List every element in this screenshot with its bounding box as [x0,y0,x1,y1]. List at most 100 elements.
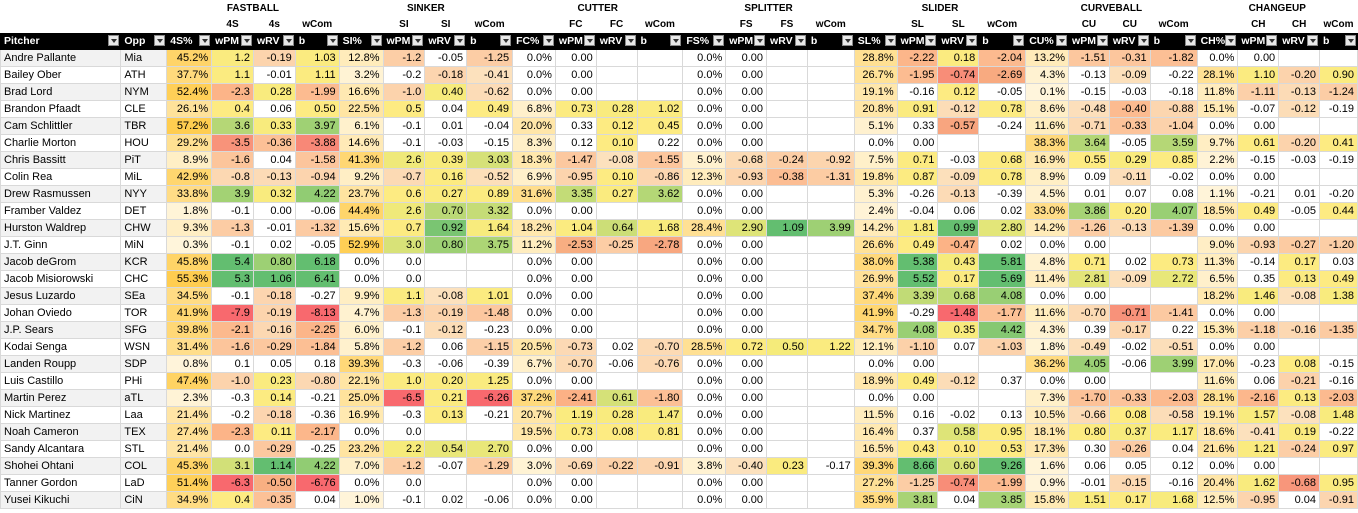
wrv-cell[interactable]: -0.38 [766,168,808,186]
wrv-cell[interactable]: -0.31 [1108,49,1151,67]
usage-pct-cell[interactable]: 0.0% [338,253,384,271]
wcomb-cell[interactable]: -2.78 [636,236,684,254]
usage-pct-cell[interactable]: 15.8% [1025,491,1070,509]
wcomb-cell[interactable]: -2.69 [978,66,1027,84]
wpm-cell[interactable]: 0.00 [896,134,939,152]
wcomb-cell[interactable]: 4.22 [294,457,340,475]
wcomb-cell[interactable]: 0.02 [978,202,1027,220]
wpm-cell[interactable]: 0.33 [554,117,597,135]
filter-dropdown-icon[interactable] [454,35,466,46]
wcomb-cell[interactable] [636,321,684,339]
wpm-cell[interactable]: 0.00 [1237,457,1280,475]
wcomb-cell[interactable]: -1.55 [636,151,684,169]
wrv-cell[interactable]: -0.03 [424,134,468,152]
usage-pct-cell[interactable]: 0.0% [682,185,727,203]
wrv-cell[interactable]: 0.10 [937,440,980,458]
wrv-cell[interactable]: 0.39 [424,151,468,169]
wpm-cell[interactable]: 2.81 [1068,270,1110,288]
wpm-cell[interactable]: 0.5 [382,100,426,118]
wcomb-cell[interactable]: -0.05 [978,83,1027,101]
usage-pct-cell[interactable]: 0.0% [1025,287,1070,305]
opp-cell[interactable]: Mia [120,49,168,67]
wcomb-cell[interactable]: -1.03 [978,338,1027,356]
wcomb-cell[interactable] [636,372,684,390]
wpm-cell[interactable]: 0.00 [554,491,597,509]
wrv-cell[interactable]: 0.08 [595,423,638,441]
wpm-cell[interactable]: 0.00 [1237,49,1280,67]
wcomb-cell[interactable] [636,253,684,271]
wpm-cell[interactable]: -0.07 [1237,100,1280,118]
wcomb-cell[interactable] [636,440,684,458]
wrv-cell[interactable]: 0.99 [937,219,980,237]
wrv-cell[interactable]: -0.09 [937,168,980,186]
wrv-cell[interactable]: -0.50 [252,474,296,492]
opp-cell[interactable]: TEX [120,423,168,441]
usage-pct-cell[interactable]: 11.3% [1196,253,1239,271]
wpm-cell[interactable]: 1.57 [1237,406,1280,424]
wpm-cell[interactable]: -0.7 [382,168,426,186]
usage-pct-cell[interactable]: 0.0% [682,49,727,67]
wpm-cell[interactable]: -0.01 [1068,474,1110,492]
wpm-cell[interactable]: -0.3 [382,406,426,424]
wpm-cell[interactable]: -1.47 [554,151,597,169]
wrv-cell[interactable] [766,253,808,271]
filter-dropdown-icon[interactable] [1137,35,1149,46]
wpm-cell[interactable]: -1.3 [382,304,426,322]
wpm-cell[interactable]: 0.00 [1068,236,1110,254]
wcomb-cell[interactable]: 0.78 [978,100,1027,118]
usage-pct-cell[interactable]: 22.5% [338,100,384,118]
wcomb-cell[interactable]: 3.62 [636,185,684,203]
wcomb-cell[interactable]: 5.81 [978,253,1027,271]
wrv-cell[interactable]: -0.20 [1278,66,1320,84]
wrv-cell[interactable]: 0.58 [937,423,980,441]
wpm-cell[interactable]: 0.87 [896,168,939,186]
wcomb-cell[interactable]: 0.04 [294,491,340,509]
usage-pct-cell[interactable]: 21.6% [1196,440,1239,458]
usage-pct-cell[interactable]: 4.3% [1025,321,1070,339]
wcomb-cell[interactable]: -1.80 [636,389,684,407]
wcomb-cell[interactable]: -0.15 [466,134,514,152]
wpm-cell[interactable]: -1.0 [211,372,254,390]
wcomb-cell[interactable]: -0.04 [466,117,514,135]
wpm-cell[interactable]: 0.91 [896,100,939,118]
wrv-cell[interactable]: 0.13 [1278,389,1320,407]
wpm-cell[interactable]: -0.14 [1237,253,1280,271]
wcomb-cell[interactable] [636,49,684,67]
usage-pct-cell[interactable]: 20.4% [1196,474,1239,492]
wpm-cell[interactable]: 0.00 [725,83,768,101]
wcomb-cell[interactable]: 0.73 [1149,253,1198,271]
opp-cell[interactable]: Laa [120,406,168,424]
wpm-cell[interactable]: -0.15 [1068,83,1110,101]
wcomb-cell[interactable]: 0.22 [636,134,684,152]
wpm-cell[interactable]: -0.2 [211,406,254,424]
usage-pct-cell[interactable]: 0.0% [682,406,727,424]
wpm-cell[interactable]: 0.00 [725,270,768,288]
filter-dropdown-icon[interactable] [1056,35,1068,46]
wrv-cell[interactable]: -0.13 [1278,83,1320,101]
usage-pct-cell[interactable]: 29.2% [166,134,213,152]
pitcher-cell[interactable]: Framber Valdez [0,202,122,220]
pitcher-cell[interactable]: J.T. Ginn [0,236,122,254]
wpm-cell[interactable]: 0.12 [554,134,597,152]
wrv-cell[interactable]: -0.19 [252,304,296,322]
wpm-cell[interactable]: -0.70 [554,355,597,373]
wrv-cell[interactable]: -0.18 [252,287,296,305]
usage-pct-cell[interactable]: 38.0% [853,253,898,271]
wcomb-cell[interactable]: -6.26 [466,389,514,407]
usage-pct-cell[interactable]: 8.3% [512,134,556,152]
wcomb-cell[interactable]: -0.18 [1149,83,1198,101]
usage-pct-cell[interactable]: 0.0% [682,253,727,271]
wpm-cell[interactable]: -1.6 [211,151,254,169]
usage-pct-cell[interactable]: 18.2% [1196,287,1239,305]
wrv-cell[interactable]: 0.08 [1278,355,1320,373]
usage-pct-cell[interactable]: 20.8% [853,100,898,118]
wcomb-cell[interactable]: -8.13 [294,304,340,322]
wpm-cell[interactable]: 0.49 [896,236,939,254]
wrv-cell[interactable] [595,83,638,101]
wpm-cell[interactable]: 0.43 [896,440,939,458]
wrv-cell[interactable] [595,287,638,305]
wrv-cell[interactable]: 0.92 [424,219,468,237]
wcomb-cell[interactable]: 1.68 [1149,491,1198,509]
wcomb-cell[interactable]: 0.53 [978,440,1027,458]
wpm-cell[interactable]: 0.39 [1068,321,1110,339]
